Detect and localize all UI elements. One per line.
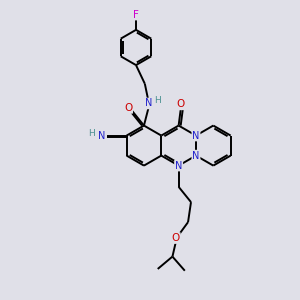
Text: O: O [177, 99, 185, 110]
Text: N: N [145, 98, 152, 109]
Text: F: F [133, 10, 139, 20]
Text: H: H [154, 96, 161, 105]
Text: N: N [175, 160, 182, 171]
Text: N: N [192, 130, 200, 141]
Text: N: N [98, 130, 105, 141]
Text: O: O [172, 233, 180, 243]
Text: H: H [88, 129, 94, 138]
Text: O: O [124, 103, 132, 113]
Text: N: N [192, 151, 200, 160]
